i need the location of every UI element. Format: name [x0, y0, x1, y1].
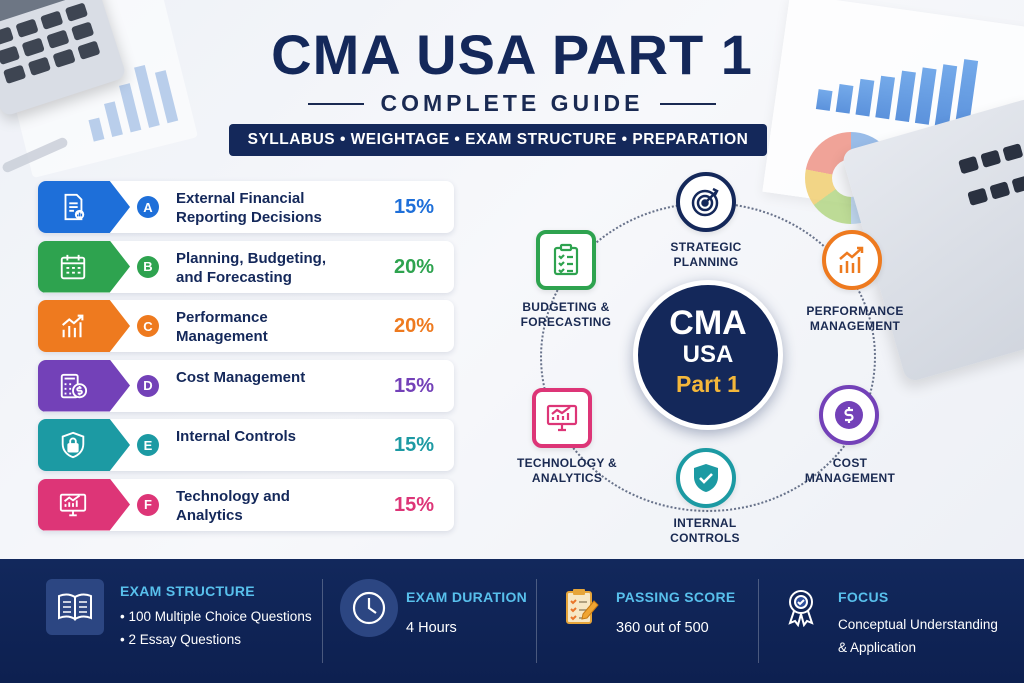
clipboard-pencil-icon: [552, 579, 610, 635]
exam-structure-heading: EXAM STRUCTURE: [120, 583, 255, 599]
growth-chart-icon: [38, 300, 130, 352]
node-label-line: PERFORMANCE: [806, 304, 904, 318]
node-label-cost-management: COST MANAGEMENT: [800, 456, 900, 486]
subtitle-row: COMPLETE GUIDE: [0, 90, 1024, 117]
pen-image: [0, 136, 70, 174]
node-label-line: INTERNAL: [673, 516, 737, 530]
section-letter: C: [137, 315, 159, 337]
node-label-line: STRATEGIC: [670, 240, 742, 254]
award-ribbon-icon: [772, 579, 830, 635]
node-label-performance-management: PERFORMANCE MANAGEMENT: [796, 304, 914, 334]
section-name: Technology and Analytics: [176, 487, 290, 524]
passing-score-value: 360 out of 500: [616, 620, 709, 636]
section-letter: D: [137, 374, 159, 397]
page-subtitle: COMPLETE GUIDE: [380, 90, 644, 116]
section-name: Internal Controls: [176, 428, 297, 445]
section-weight: 15%: [393, 196, 434, 218]
node-label-technology-analytics: TECHNOLOGY & ANALYTICS: [512, 456, 622, 486]
shield-lock-icon: [38, 419, 130, 471]
diagram-center: CMA USA Part 1: [633, 280, 783, 430]
section-row-e: E Internal Controls 15%: [38, 419, 454, 471]
clock-icon: [340, 579, 398, 637]
checklist-clipboard-icon: [536, 230, 596, 290]
node-label-budgeting-forecasting: BUDGETING & FORECASTING: [510, 300, 622, 330]
section-name: Cost Management: [176, 368, 306, 386]
node-label-line: BUDGETING &: [522, 300, 610, 314]
exam-structure-details: • 100 Multiple Choice Questions • 2 Essa…: [120, 605, 312, 651]
footer-divider: [322, 579, 323, 663]
laptop-keyboard: [958, 142, 1024, 219]
exam-info-footer: EXAM STRUCTURE • 100 Multiple Choice Que…: [0, 559, 1024, 683]
background-donut-chart: [805, 132, 897, 224]
section-row-a: A External Financial Reporting Decisions…: [38, 181, 454, 233]
center-line-1: CMA: [669, 304, 747, 342]
exam-duration-value: 4 Hours: [406, 620, 457, 636]
focus-heading: FOCUS: [838, 589, 889, 605]
node-label-line: CONTROLS: [670, 531, 740, 545]
calendar-icon: [38, 240, 130, 293]
section-letter: A: [137, 196, 159, 218]
node-label-line: PLANNING: [673, 255, 739, 269]
footer-divider: [758, 579, 759, 663]
exam-duration-heading: EXAM DURATION: [406, 589, 528, 605]
section-name: External Financial Reporting Decisions: [176, 190, 322, 226]
open-book-icon: [46, 579, 104, 635]
section-weight: 20%: [393, 255, 434, 278]
focus-details: Conceptual Understanding & Application: [838, 613, 998, 659]
section-name: Planning, Budgeting, and Forecasting: [176, 249, 326, 286]
node-label-line: MANAGEMENT: [809, 319, 901, 333]
section-name: Performance Management: [176, 309, 268, 345]
node-label-line: ANALYTICS: [531, 471, 603, 485]
monitor-chart-icon: [38, 478, 130, 531]
topics-banner: SYLLABUS • WEIGHTAGE • EXAM STRUCTURE • …: [229, 124, 767, 156]
section-weight: 20%: [393, 315, 434, 337]
section-letter: E: [137, 434, 159, 456]
node-label-line: MANAGEMENT: [804, 471, 896, 485]
dollar-coin-icon: [819, 385, 879, 445]
center-line-2: USA: [682, 341, 734, 368]
node-label-line: FORECASTING: [520, 315, 612, 329]
section-letter: F: [137, 493, 159, 516]
node-label-strategic-planning: STRATEGIC PLANNING: [646, 240, 766, 270]
focus-line: Conceptual Understanding: [838, 617, 998, 632]
section-row-f: F Technology and Analytics 15%: [38, 478, 454, 531]
section-row-d: D Cost Management 15%: [38, 359, 454, 412]
section-row-c: C Performance Management 20%: [38, 300, 454, 352]
section-row-b: B Planning, Budgeting, and Forecasting 2…: [38, 240, 454, 293]
node-label-line: COST: [832, 456, 868, 470]
center-line-3: Part 1: [676, 371, 740, 397]
target-icon: [676, 172, 736, 232]
subtitle-rule-left: [308, 102, 365, 105]
page-title: CMA USA PART 1: [271, 23, 753, 86]
section-weight: 15%: [393, 434, 434, 456]
node-label-line: TECHNOLOGY &: [516, 456, 618, 470]
report-document-icon: [38, 181, 130, 233]
node-label-internal-controls: INTERNAL CONTROLS: [650, 516, 760, 546]
section-weight: 15%: [393, 493, 434, 516]
section-letter: B: [137, 255, 159, 278]
growth-chart-icon: [822, 230, 882, 290]
syllabus-sections: A External Financial Reporting Decisions…: [38, 181, 454, 538]
section-weight: 15%: [393, 374, 434, 397]
focus-line: & Application: [838, 640, 917, 655]
passing-score-heading: PASSING SCORE: [616, 589, 736, 605]
monitor-chart-icon: [532, 388, 592, 448]
exam-structure-line: • 100 Multiple Choice Questions: [120, 609, 312, 624]
subtitle-rule-right: [659, 102, 716, 105]
shield-check-icon: [676, 448, 736, 508]
exam-structure-line: • 2 Essay Questions: [120, 632, 242, 647]
footer-divider: [536, 579, 537, 663]
calculator-dollar-icon: [38, 359, 130, 412]
